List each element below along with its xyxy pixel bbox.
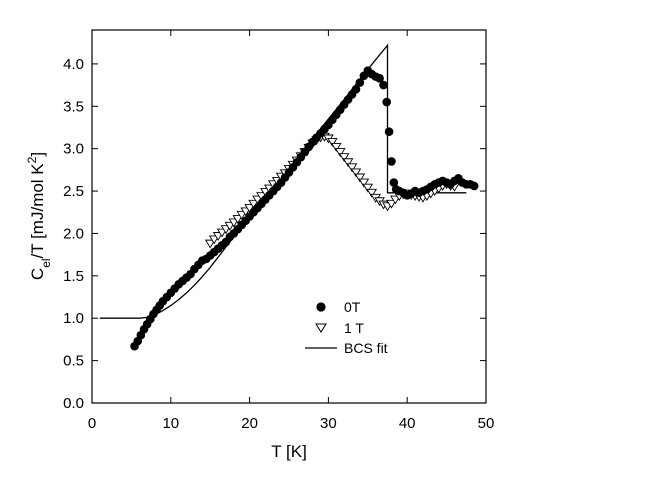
point-1t — [354, 173, 366, 183]
legend-marker-0t — [316, 302, 326, 312]
point-1t — [327, 137, 338, 147]
y-tick-label: 0.0 — [63, 395, 84, 412]
point-1t — [338, 153, 350, 163]
point-1t — [350, 168, 362, 178]
x-tick-label: 0 — [88, 415, 96, 432]
point-1t — [334, 148, 346, 157]
y-tick-label: 2.5 — [63, 183, 84, 200]
y-label-mid: /T [mJ/mol K — [28, 163, 47, 259]
y-axis-label: Cel/T [mJ/mol K2] — [25, 152, 53, 280]
y-label-sub: el — [39, 258, 53, 267]
y-tick-label: 4.0 — [63, 56, 84, 73]
x-tick-label: 10 — [162, 415, 179, 432]
x-tick-label: 50 — [478, 415, 495, 432]
point-0t — [351, 85, 361, 94]
y-tick-label: 1.0 — [63, 310, 84, 327]
point-0t — [469, 181, 479, 191]
y-tick-label: 3.0 — [63, 141, 84, 158]
legend-label-0t: 0T — [344, 299, 361, 315]
point-1t — [386, 199, 397, 209]
legend-marker-1t — [315, 323, 327, 333]
point-1t — [366, 188, 378, 198]
point-1t — [358, 178, 370, 188]
y-tick-label: 1.5 — [63, 268, 84, 285]
y-tick-label: 2.0 — [63, 225, 84, 242]
point-1t — [244, 204, 255, 213]
point-1t — [330, 143, 342, 152]
ticks-layer: 0 10 20 30 40 50 0.0 0.5 1.0 1.5 2.0 2.5 3.0 3.5 4.0 — [63, 30, 494, 432]
point-0t — [389, 178, 399, 187]
y-tick-label: 0.5 — [63, 353, 84, 370]
point-1t — [342, 158, 354, 168]
legend-label-1t: 1 T — [344, 320, 364, 336]
plot-frame — [91, 29, 487, 404]
point-0t — [382, 97, 392, 107]
point-0t — [384, 127, 394, 137]
legend: 0T 1 T BCS fit — [305, 299, 388, 356]
point-0t — [355, 78, 365, 87]
y-label-base: C — [28, 268, 47, 280]
y-label-end: ] — [28, 152, 47, 157]
point-1t — [362, 183, 374, 193]
y-tick-label: 3.5 — [63, 98, 84, 115]
point-1t — [346, 163, 358, 173]
point-0t — [379, 80, 388, 90]
point-1t — [248, 199, 259, 209]
point-0t — [387, 157, 396, 166]
x-tick-label: 20 — [241, 415, 258, 432]
x-axis-label: T [K] — [271, 442, 307, 461]
y-label-sup: 2 — [25, 156, 39, 163]
marks-layer — [99, 43, 479, 351]
x-tick-label: 40 — [399, 415, 416, 432]
point-0t — [375, 74, 384, 83]
legend-label-bcs: BCS fit — [344, 340, 388, 356]
point-1t — [204, 239, 216, 249]
x-tick-label: 30 — [320, 415, 337, 432]
point-1t — [232, 215, 244, 224]
